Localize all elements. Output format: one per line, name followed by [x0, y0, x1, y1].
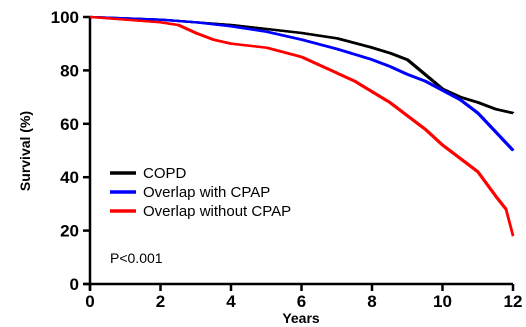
x-tick-label: 4 [226, 292, 236, 311]
legend-label-3: Overlap without CPAP [143, 203, 291, 220]
series-line-3 [89, 15, 515, 237]
y-axis-title: Survival (%) [17, 111, 33, 191]
x-tick-label: 2 [156, 292, 165, 311]
legend-label-2: Overlap with CPAP [143, 184, 270, 201]
x-tick-label: 12 [504, 292, 523, 311]
x-tick-label: 10 [433, 292, 452, 311]
x-axis-title: Years [282, 310, 320, 326]
legend: COPD Overlap with CPAP Overlap without CPA… [110, 165, 291, 220]
p-value-annotation: P<0.001 [110, 250, 163, 266]
series-line-2 [90, 15, 515, 152]
series-line-1 [90, 15, 515, 115]
y-tick-label: 0 [70, 275, 79, 294]
x-tick-label: 6 [297, 292, 306, 311]
x-tick-label: 8 [367, 292, 376, 311]
y-tick-label: 80 [60, 61, 79, 80]
y-tick-label: 20 [60, 222, 79, 241]
y-tick-label: 40 [60, 168, 79, 187]
series-layer [89, 15, 515, 237]
legend-label-1: COPD [143, 165, 187, 182]
x-tick-label: 0 [85, 292, 94, 311]
axes: 0 20 40 60 80 100 0 2 4 6 8 10 12 [51, 8, 523, 311]
y-tick-label: 100 [51, 8, 79, 27]
y-tick-label: 60 [60, 115, 79, 134]
